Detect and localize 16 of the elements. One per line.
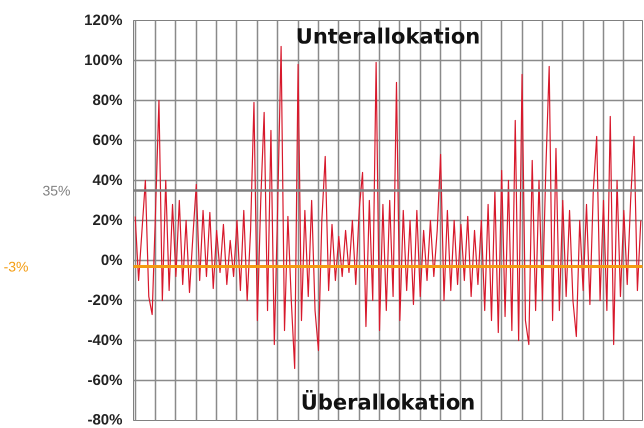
y-tick-label: -60% (87, 372, 123, 389)
y-tick-label: -20% (87, 292, 123, 309)
y-tick-label: 60% (92, 132, 123, 149)
y-tick-label: -80% (87, 412, 123, 428)
y-tick-label: 100% (84, 52, 123, 69)
y-tick-label: 120% (84, 12, 123, 29)
line-series (134, 46, 642, 370)
ref-line-label: -3% (4, 258, 29, 274)
y-tick-label: 40% (92, 172, 123, 189)
y-tick-label: -40% (87, 332, 123, 349)
annotation: Überallokation (300, 390, 476, 414)
ref-line-label: 35% (42, 182, 71, 198)
annotation: Unterallokation (296, 24, 480, 48)
y-tick-label: 20% (92, 212, 123, 229)
y-tick-label: 0% (100, 252, 123, 269)
y-tick-label: 80% (92, 92, 123, 109)
